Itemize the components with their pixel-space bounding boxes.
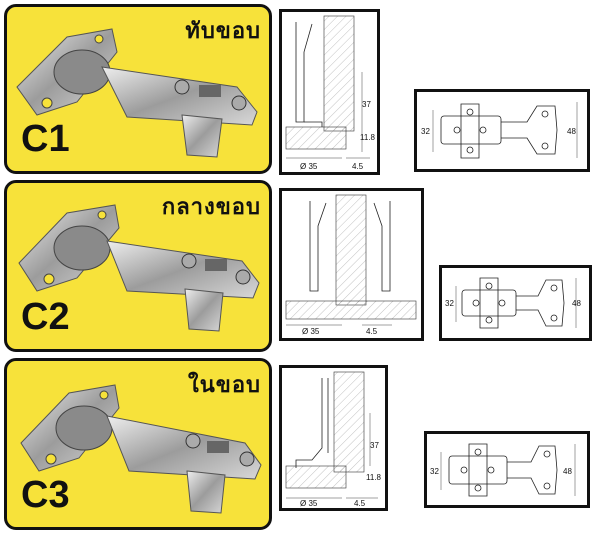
hinge-type-label: ทับขอบ	[185, 19, 261, 44]
hinge-card-c2: กลางขอบ C2	[4, 180, 272, 352]
hinge-type-label: ในขอบ	[188, 373, 261, 398]
plate-drawing-c1: 32 48	[414, 89, 590, 172]
side-drawing-c3: 37 11.8 Ø 35 4.5	[279, 365, 388, 511]
hinge-photo-c1	[16, 28, 258, 158]
hinge-type-label: กลางขอบ	[161, 195, 261, 220]
hinge-code: C3	[21, 474, 70, 516]
plate-drawing-c3: 32 48	[424, 431, 590, 508]
hinge-code: C2	[21, 296, 70, 338]
hinge-card-c3: ในขอบ C3	[4, 358, 272, 530]
hinge-photo-c3	[20, 384, 262, 514]
hinge-code: C1	[21, 118, 70, 160]
side-drawing-c1: 37 11.8 Ø 35 4.5	[279, 9, 380, 175]
hinge-card-c1: ทับขอบ C1	[4, 4, 272, 174]
hinge-photo-c2	[18, 204, 260, 332]
side-drawing-c2: Ø 35 4.5	[279, 188, 424, 341]
plate-drawing-c2: 32 48	[439, 265, 592, 341]
